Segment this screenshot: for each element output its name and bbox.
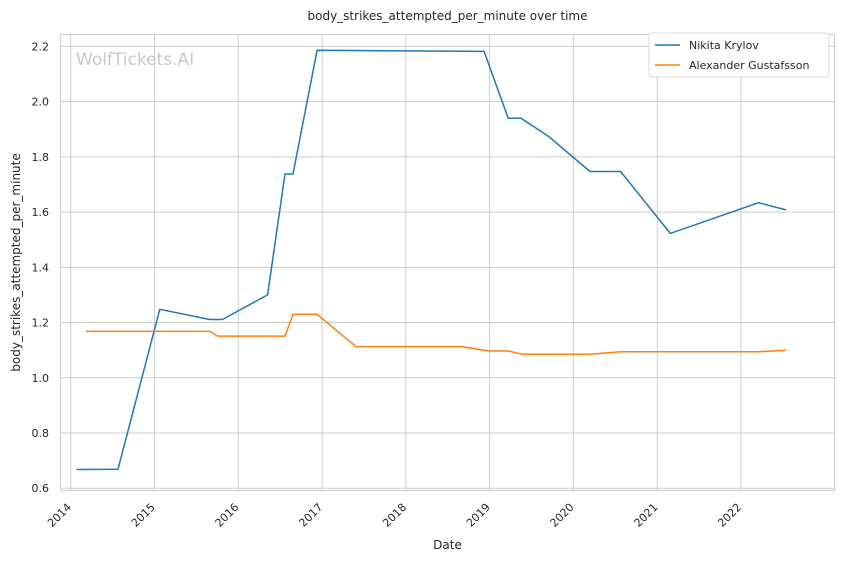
x-axis-label: Date: [433, 538, 462, 552]
legend-box: [648, 32, 830, 78]
series-line-1: [85, 313, 786, 356]
y-tick-label: 2.0: [32, 96, 50, 109]
y-axis: 0.6 0.8 1.0 1.2 1.4 1.6 1.8 2.0 2.2: [32, 40, 50, 495]
y-tick-label: 2.2: [32, 40, 50, 53]
x-tick-label: 2014: [45, 501, 74, 530]
x-tick-label: 2018: [380, 501, 409, 530]
series-lines: [76, 49, 787, 471]
legend-label: Alexander Gustafsson: [689, 59, 809, 72]
y-tick-label: 1.4: [32, 261, 50, 274]
series-line-0: [76, 49, 787, 471]
x-tick-label: 2015: [129, 501, 158, 530]
x-tick-label: 2020: [548, 501, 577, 530]
plot-area: [60, 34, 835, 491]
x-tick-label: 2019: [464, 501, 493, 530]
watermark: WolfTickets.AI: [76, 50, 194, 70]
x-tick-label: 2017: [296, 501, 325, 530]
y-tick-label: 1.2: [32, 317, 50, 330]
y-tick-label: 0.6: [32, 482, 50, 495]
plot-frame: [60, 34, 835, 491]
x-tick-label: 2021: [632, 501, 661, 530]
grid-lines: [60, 34, 835, 491]
y-tick-label: 1.6: [32, 206, 50, 219]
y-tick-label: 1.0: [32, 372, 50, 385]
x-tick-label: 2016: [213, 501, 242, 530]
y-tick-label: 0.8: [32, 427, 50, 440]
legend-label: Nikita Krylov: [689, 39, 759, 52]
x-axis: 2014 2015 2016 2017 2018 2019 2020 2021 2022: [45, 501, 744, 530]
y-tick-label: 1.8: [32, 151, 50, 164]
x-tick-label: 2022: [715, 501, 744, 530]
chart-title: body_strikes_attempted_per_minute over t…: [308, 9, 588, 23]
y-axis-label: body_strikes_attempted_per_minute: [9, 153, 23, 371]
legend: Nikita Krylov Alexander Gustafsson: [648, 32, 830, 78]
